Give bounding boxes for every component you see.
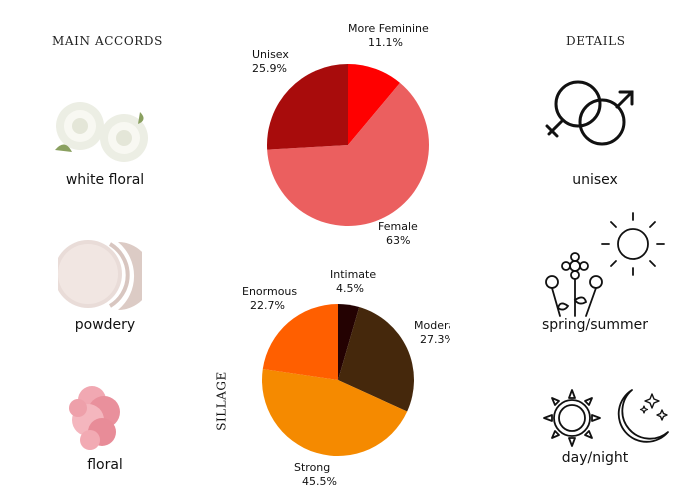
- pie-slice-strong: [262, 369, 408, 456]
- slice-label-female: Female: [378, 220, 418, 233]
- gender-symbols-icon: [545, 80, 634, 146]
- white-rose-icon: [55, 102, 148, 162]
- slice-label-moderate: Moderate: [414, 319, 450, 332]
- slice-label-unisex: Unisex: [252, 48, 289, 61]
- sun-moon-icon: [543, 389, 669, 447]
- pie-slice-enormous: [262, 304, 338, 380]
- slice-label-intimate: Intimate: [330, 268, 376, 281]
- pie-slice-moderate: [338, 307, 414, 412]
- accord-label-white-floral: white floral: [65, 172, 145, 188]
- slice-value-moderate: 27.3%: [420, 333, 450, 346]
- accord-label-floral: floral: [87, 457, 123, 473]
- main-accords-heading: MAIN ACCORDS: [52, 34, 163, 48]
- pink-carnation-icon: [69, 386, 120, 450]
- pie-slice-intimate: [338, 304, 360, 380]
- pie-slice-unisex: [267, 64, 348, 150]
- detail-label-day-night: day/night: [561, 450, 629, 466]
- pie-slice-more-feminine: [348, 64, 401, 145]
- detail-label-unisex: unisex: [572, 172, 618, 188]
- slice-value-enormous: 22.7%: [250, 299, 285, 312]
- pie-slice-female: [267, 82, 429, 227]
- accord-label-powdery: powdery: [74, 317, 136, 333]
- details-heading: DETAILS: [566, 34, 626, 48]
- slice-value-intimate: 4.5%: [336, 282, 364, 295]
- slice-label-strong: Strong: [294, 461, 330, 474]
- slice-value-more-feminine: 11.1%: [368, 36, 403, 49]
- slice-value-unisex: 25.9%: [252, 62, 287, 75]
- face-powder-icon: [58, 240, 142, 310]
- slice-label-enormous: Enormous: [242, 285, 297, 298]
- flowers-sun-icon: [545, 212, 665, 317]
- detail-label-spring-summer: spring/summer: [541, 317, 649, 333]
- slice-value-female: 63%: [386, 234, 410, 247]
- slice-label-more-feminine: More Feminine: [348, 22, 429, 35]
- slice-value-strong: 45.5%: [302, 475, 337, 488]
